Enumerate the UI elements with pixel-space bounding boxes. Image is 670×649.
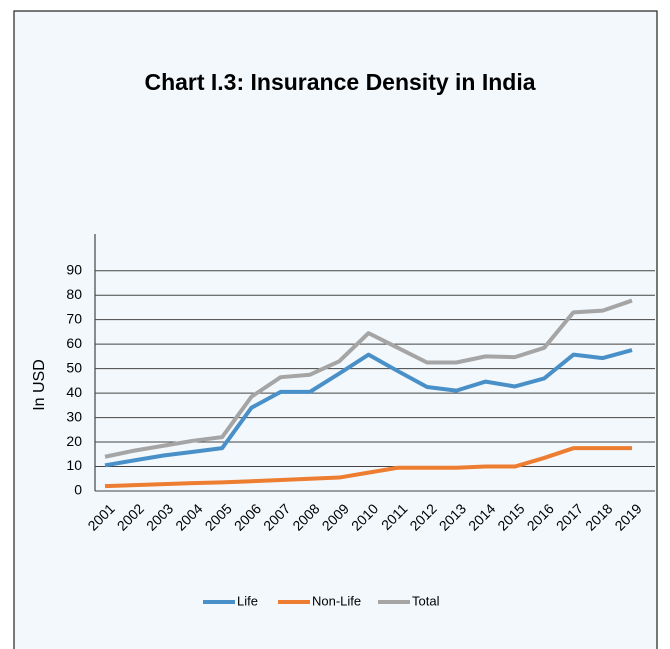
y-axis-label: In USD (31, 359, 48, 411)
y-tick-label: 30 (66, 408, 82, 424)
chart-title: Chart I.3: Insurance Density in India (144, 69, 535, 95)
series-line (104, 298, 633, 459)
y-tick-label: 90 (66, 261, 82, 277)
y-tick-label: 10 (66, 457, 82, 473)
y-tick-label: 50 (66, 359, 82, 375)
y-tick-label: 70 (66, 310, 82, 326)
series-line (104, 446, 632, 489)
y-tick-label: 0 (74, 482, 82, 498)
y-tick-label: 80 (66, 286, 82, 302)
y-tick-label: 20 (66, 433, 82, 449)
y-tick-label: 40 (66, 384, 82, 400)
legend-label: Non-Life (312, 593, 361, 608)
series-line (104, 348, 633, 468)
legend-label: Total (412, 593, 440, 608)
legend-label: Life (237, 593, 258, 608)
y-tick-label: 60 (66, 335, 82, 351)
frame (13, 10, 658, 649)
